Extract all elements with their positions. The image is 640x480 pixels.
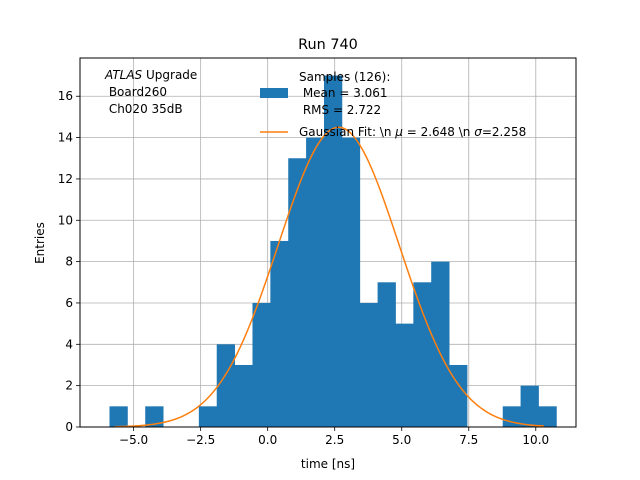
histogram-bar	[252, 302, 271, 427]
atlas-label: ATLAS	[104, 68, 143, 82]
histogram-bar	[520, 385, 539, 427]
histogram-bar	[341, 137, 361, 427]
histogram-bar	[449, 364, 468, 427]
histogram-bar	[502, 406, 522, 427]
x-tick-label: −5.0	[119, 433, 148, 447]
x-axis-ticks: −5.0 −2.5 0.0 2.5 5.0 7.5 10.0	[119, 427, 549, 447]
y-axis-ticks: 0 2 4 6 8 10 12 14 16	[58, 89, 80, 434]
legend-hist-line3: RMS = 2.722	[299, 103, 381, 117]
histogram-bar	[359, 302, 378, 427]
histogram-bar	[270, 240, 289, 427]
y-tick-label: 4	[65, 337, 73, 351]
legend-hist-line2: Mean = 3.061	[299, 86, 388, 100]
histogram-bar	[413, 282, 432, 427]
svg-text:ATLAS Upgrade: ATLAS Upgrade	[104, 68, 197, 82]
y-tick-label: 8	[65, 255, 73, 269]
histogram-bar	[538, 406, 557, 427]
upgrade-label: Upgrade	[142, 68, 197, 82]
x-tick-label: 10.0	[522, 433, 549, 447]
y-tick-label: 14	[58, 131, 73, 145]
histogram-bar	[216, 344, 236, 427]
histogram-bars	[109, 75, 557, 428]
channel-label: Ch020 35dB	[105, 102, 183, 116]
y-tick-label: 10	[58, 213, 73, 227]
board-label: Board260	[105, 85, 167, 99]
legend-hist-line1: Samples (126):	[299, 70, 390, 84]
atlas-annotation: ATLAS Upgrade Board260 Ch020 35dB	[104, 68, 197, 116]
chart-title: Run 740	[298, 37, 358, 53]
x-tick-label: 0.0	[258, 433, 277, 447]
histogram-bar	[395, 323, 414, 427]
y-tick-label: 6	[65, 296, 73, 310]
legend: Samples (126): Mean = 3.061 RMS = 2.722 …	[260, 70, 526, 139]
y-tick-label: 16	[58, 89, 73, 103]
y-tick-label: 0	[65, 420, 73, 434]
x-tick-label: 2.5	[325, 433, 344, 447]
legend-hist-swatch	[260, 88, 288, 98]
histogram-bar	[431, 261, 450, 427]
x-tick-label: −2.5	[186, 433, 215, 447]
y-axis-label: Entries	[33, 222, 47, 264]
histogram-bar	[198, 406, 218, 427]
histogram-bar	[288, 158, 307, 427]
y-tick-label: 12	[58, 172, 73, 186]
legend-fit-label: Gaussian Fit: \n μ = 2.648 \n σ=2.258	[299, 125, 526, 139]
histogram-bar	[306, 137, 325, 427]
histogram-bar	[323, 75, 343, 428]
histogram-bar	[234, 364, 253, 427]
histogram-bar	[377, 282, 396, 427]
x-tick-label: 5.0	[392, 433, 411, 447]
gaussian-fit-curve	[114, 126, 544, 428]
histogram-bar	[109, 406, 128, 427]
y-tick-label: 2	[65, 379, 73, 393]
plot-frame	[79, 57, 577, 428]
x-axis-label: time [ns]	[301, 457, 355, 471]
histogram-bar	[145, 406, 164, 427]
x-tick-label: 7.5	[459, 433, 478, 447]
